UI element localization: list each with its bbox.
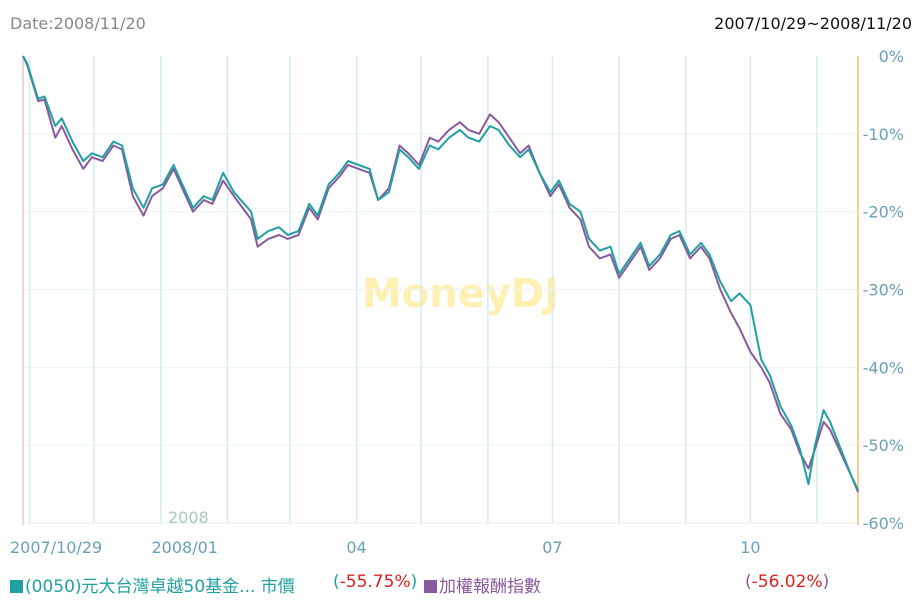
date-label: Date:2008/11/20 <box>10 14 146 33</box>
x-tick-label: 04 <box>346 538 366 557</box>
y-tick-label: -60% <box>863 514 904 533</box>
y-tick-label: -10% <box>863 125 904 144</box>
index-swatch-icon <box>424 580 437 593</box>
y-tick-label: 0% <box>879 47 904 66</box>
x-tick-label: 10 <box>740 538 760 557</box>
legend-etf-label: (0050)元大台灣卓越50基金... 市價 <box>25 577 295 597</box>
etf-return-value: -55.75% <box>339 572 411 592</box>
y-tick-label: -30% <box>863 281 904 300</box>
x-tick-label: 2008/01 <box>151 538 217 557</box>
legend-etf-value: (-55.75%) <box>333 572 418 592</box>
etf-series-line <box>22 55 859 491</box>
watermark-text: MoneyDJ <box>362 271 559 317</box>
date-range-label: 2007/10/29~2008/11/20 <box>714 14 912 33</box>
index-series-line <box>22 55 859 493</box>
index-return-value: -56.02% <box>751 572 823 592</box>
etf-swatch-icon <box>10 580 23 593</box>
y-tick-label: -20% <box>863 203 904 222</box>
y-tick-label: -40% <box>863 358 904 377</box>
legend-item-etf: (0050)元大台灣卓越50基金... 市價 <box>10 572 295 597</box>
legend-item-index: 加權報酬指數 <box>424 572 541 597</box>
legend-index-label: 加權報酬指數 <box>439 577 541 597</box>
y-tick-label: -50% <box>863 436 904 455</box>
legend-index-value: (-56.02%) <box>745 572 830 592</box>
x-tick-label: 2007/10/29 <box>10 538 102 557</box>
x-tick-label: 07 <box>542 538 562 557</box>
year-marker-label: 2008 <box>168 508 209 527</box>
